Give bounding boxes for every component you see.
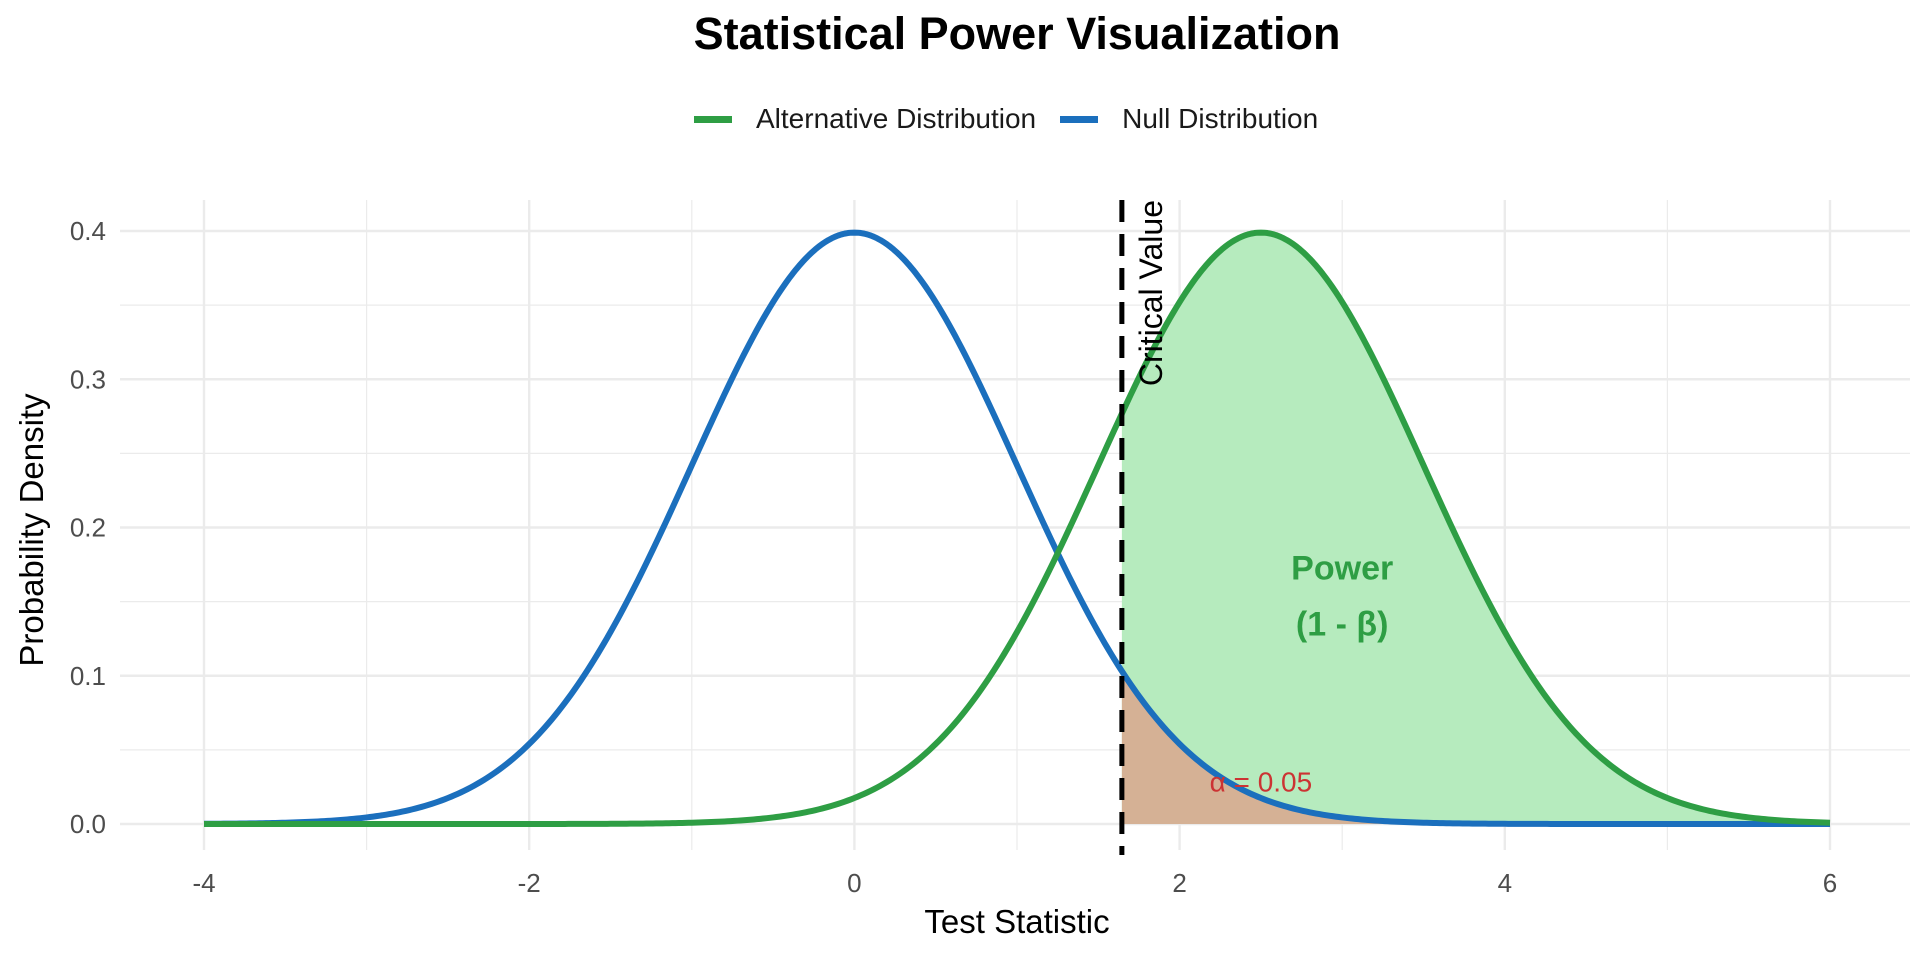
legend-key-alternative bbox=[694, 115, 732, 123]
shaded-region-power bbox=[1121, 232, 1830, 824]
y-tick-label: 0.3 bbox=[70, 364, 106, 394]
shaded-region-alpha bbox=[1121, 671, 1830, 824]
power-annotation-line1: Power bbox=[1291, 549, 1393, 587]
series-line-null-distribution bbox=[203, 229, 1830, 827]
alpha-annotation: α = 0.05 bbox=[1210, 766, 1313, 797]
x-tick-label: 6 bbox=[1823, 868, 1837, 898]
x-tick-label: -2 bbox=[518, 868, 541, 898]
x-axis-title: Test Statistic bbox=[924, 903, 1109, 940]
tick-labels: -4 -2 0 2 4 6 0.0 0.1 0.2 0.3 0.4 bbox=[70, 216, 1837, 898]
y-tick-label: 0.0 bbox=[70, 809, 106, 839]
legend: Alternative Distribution Null Distributi… bbox=[694, 103, 1342, 135]
legend-label-null: Null Distribution bbox=[1122, 103, 1319, 134]
series-line-alternative-distribution bbox=[204, 229, 1831, 827]
legend-label-alternative: Alternative Distribution bbox=[756, 103, 1037, 134]
legend-key-null bbox=[1060, 115, 1099, 123]
x-tick-label: 0 bbox=[847, 868, 861, 898]
power-annotation-line2: (1 - β) bbox=[1296, 606, 1389, 644]
chart-title: Statistical Power Visualization bbox=[693, 8, 1341, 59]
grid bbox=[120, 200, 1910, 850]
x-tick-label: 4 bbox=[1498, 868, 1512, 898]
y-axis-title: Probability Density bbox=[13, 393, 50, 667]
critical-value-marker: Critical Value bbox=[1119, 200, 1169, 855]
series-lines bbox=[203, 229, 1831, 827]
legend-item-alternative: Alternative Distribution bbox=[694, 103, 1036, 135]
x-tick-label: -4 bbox=[192, 868, 215, 898]
x-tick-label: 2 bbox=[1172, 868, 1186, 898]
shaded-regions bbox=[1121, 232, 1830, 824]
annotations: Power (1 - β) α = 0.05 bbox=[1210, 549, 1394, 797]
y-tick-label: 0.2 bbox=[70, 513, 106, 543]
critical-value-label: Critical Value bbox=[1133, 200, 1169, 386]
y-tick-label: 0.4 bbox=[70, 216, 106, 246]
legend-item-null: Null Distribution bbox=[1060, 103, 1318, 135]
y-tick-label: 0.1 bbox=[70, 661, 106, 691]
